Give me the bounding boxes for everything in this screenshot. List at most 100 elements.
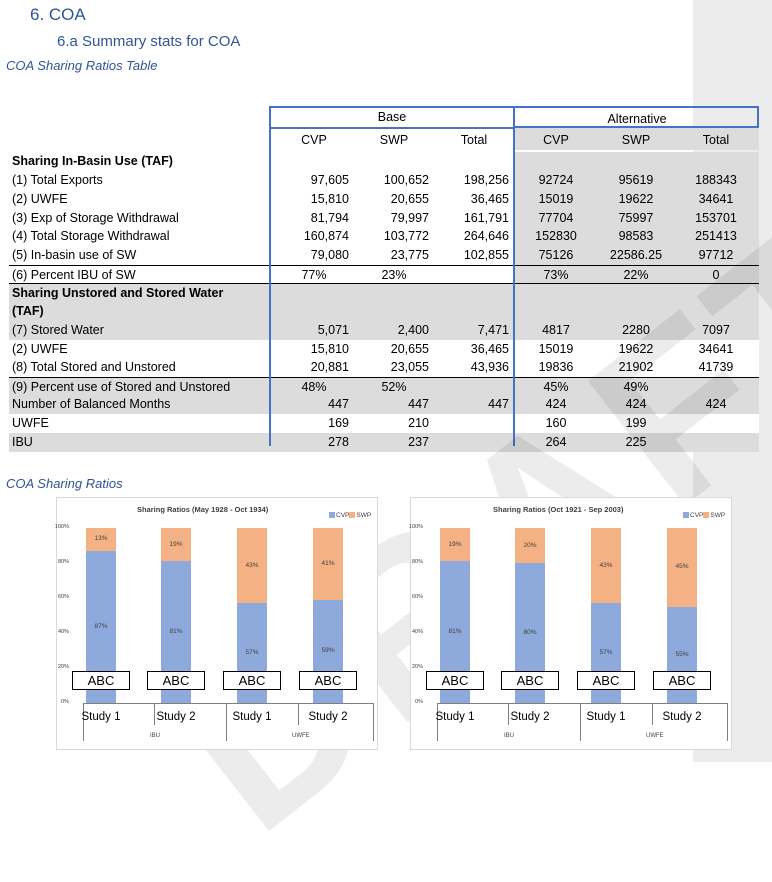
category-divider [437, 703, 438, 741]
table-cell: 73% [543, 268, 569, 282]
alt-cell-bg [515, 414, 759, 433]
table-cell: 49% [623, 380, 649, 394]
alternative-header-bg [515, 128, 759, 150]
category-divider [83, 703, 84, 741]
x-group-label: UWFE [646, 733, 664, 739]
table-cell: 75126 [538, 248, 574, 262]
tick-divider [652, 703, 653, 725]
y-tick-label: 80% [57, 559, 69, 565]
legend-swatch-cvp [329, 512, 335, 519]
table-cell: 79,080 [310, 248, 349, 262]
table-row: (9) Percent use of Stored and Unstored 48… [9, 377, 759, 396]
row-label: Sharing Unstored and Stored Water [12, 286, 224, 300]
alt-cell-bg [515, 266, 759, 283]
table-cell: 22586.25 [609, 248, 663, 262]
x-tick-label: Study 2 [308, 711, 348, 723]
col-header-alt-total: Total [702, 133, 730, 147]
table-cell: 97712 [698, 248, 734, 262]
table-cell: 19836 [538, 360, 574, 374]
row-label: (3) Exp of Storage Withdrawal [12, 211, 179, 225]
row-label: (1) Total Exports [12, 173, 103, 187]
table-cell: 97,605 [310, 173, 349, 187]
legend-label: SWP [710, 512, 726, 519]
table-row: (6) Percent IBU of SW 77% 23% 73% 22% 0 [9, 265, 759, 284]
alt-cell-bg [515, 152, 759, 171]
alt-cell-bg [515, 246, 759, 265]
table-row: UWFE 169 210 160 199 [9, 414, 759, 433]
table-cell: 95619 [618, 173, 654, 187]
x-tick-label: Study 1 [81, 711, 121, 723]
table-cell: 23,055 [390, 360, 429, 374]
table-cell: 15,810 [310, 342, 349, 356]
row-label: (8) Total Stored and Unstored [12, 360, 176, 374]
table-row: IBU 278 237 264 225 [9, 433, 759, 452]
tick-divider [298, 703, 299, 725]
table-cell: 447 [488, 397, 509, 411]
table-cell: 41739 [698, 360, 734, 374]
y-tick-label: 60% [57, 594, 69, 600]
row-label: Number of Balanced Months [12, 397, 171, 411]
data-label: 57% [245, 649, 259, 657]
table-cell: 188343 [695, 173, 737, 187]
x-axis [437, 703, 727, 704]
x-group-label: IBU [150, 733, 161, 739]
table-cell: 20,655 [390, 192, 429, 206]
x-tick-label: Study 1 [586, 711, 626, 723]
alt-border-right [757, 106, 759, 128]
data-label: 55% [675, 650, 689, 658]
chart-legend: CVP SWP [683, 512, 725, 519]
table-cell: 79,997 [390, 211, 429, 225]
table-cell: 100,652 [383, 173, 429, 187]
table-cell: 210 [408, 416, 429, 430]
base-border-left [269, 106, 271, 446]
table-cell: 48% [301, 380, 327, 394]
data-label: 87% [94, 622, 108, 630]
row-label: UWFE [12, 416, 49, 430]
row-label: (7) Stored Water [12, 323, 104, 337]
table-cell: 7,471 [477, 323, 509, 337]
table-row: Sharing Unstored and Stored Water (TAF) [9, 284, 759, 321]
y-tick-label: 100% [408, 524, 423, 530]
table-row: Number of Balanced Months 447 447 447 424 424… [9, 395, 759, 414]
row-label: (2) UWFE [12, 192, 68, 206]
bar-segment-swp: 43% [591, 528, 621, 604]
table-cell: 237 [408, 435, 429, 449]
table-cell: 15019 [538, 192, 574, 206]
legend-swatch-cvp [683, 512, 689, 519]
row-label: IBU [12, 435, 33, 449]
table-cell: 20,655 [390, 342, 429, 356]
table-cell: 251413 [695, 229, 737, 243]
table-cell: 36,465 [470, 342, 509, 356]
data-label: 80% [523, 629, 537, 636]
y-tick-label: 20% [411, 664, 423, 670]
table-cell: 45% [543, 380, 569, 394]
row-label: Sharing In-Basin Use (TAF) [12, 154, 173, 168]
col-header-alt-cvp: CVP [543, 133, 569, 147]
col-header-base-total: Total [460, 133, 488, 147]
table-cell: 19622 [618, 192, 654, 206]
bar-segment-swp: 19% [440, 528, 470, 562]
table-cell: 198,256 [463, 173, 509, 187]
col-header-base-swp: SWP [379, 133, 409, 147]
y-tick-label: 0% [61, 699, 69, 705]
table-cell: 75997 [618, 211, 654, 225]
table-cell: 5,071 [317, 323, 349, 337]
legend-label: SWP [356, 512, 372, 519]
chart-legend: CVP SWP [329, 512, 371, 519]
abc-label-box: ABC [653, 671, 711, 690]
table-cell: 169 [328, 416, 349, 430]
y-tick-label: 100% [54, 524, 69, 530]
table-cell: 92724 [538, 173, 574, 187]
y-tick-label: 40% [57, 629, 69, 635]
table-cell: 4817 [542, 323, 570, 337]
category-divider [727, 703, 728, 741]
sharing-ratios-chart-1921: Sharing Ratios (Oct 1921 - Sep 2003) CVP S… [408, 497, 732, 750]
table-cell: 23% [381, 268, 407, 282]
data-label: 43% [245, 561, 259, 569]
category-divider [373, 703, 374, 741]
table-row: (2) UWFE 15,810 20,655 36,465 15019 19622 3464… [9, 340, 759, 359]
table-row: (5) In-basin use of SW 79,080 23,775 102,85… [9, 246, 759, 265]
table-cell: 424 [705, 397, 727, 411]
bar-segment-swp: 41% [313, 528, 343, 600]
table-cell: 19622 [618, 342, 654, 356]
